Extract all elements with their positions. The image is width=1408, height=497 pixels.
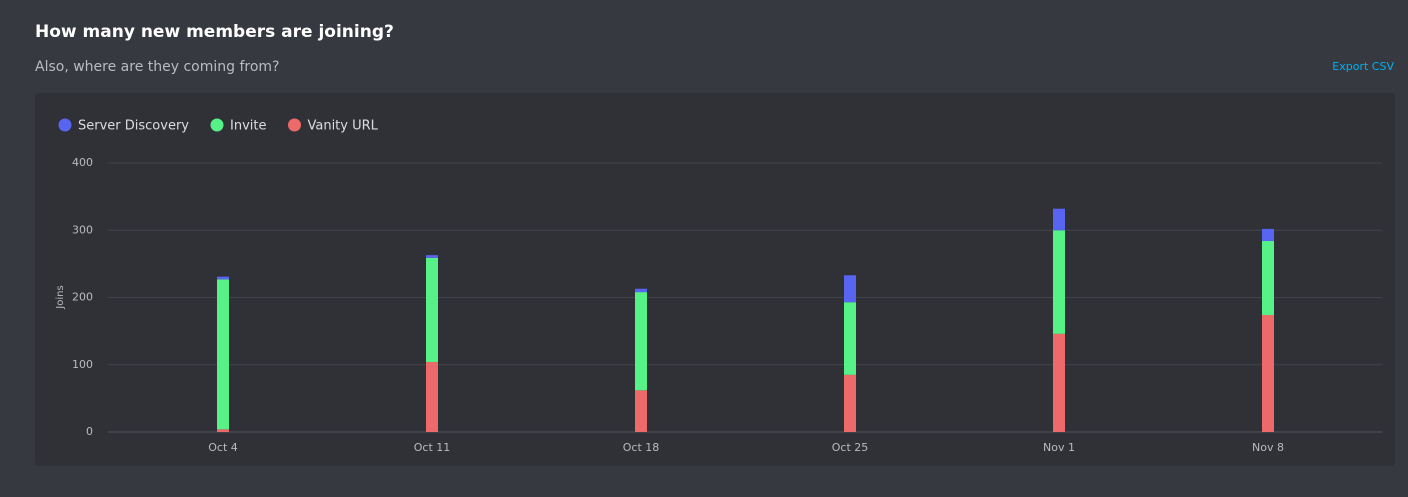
bar-segment [1053,333,1065,432]
bar-segment [635,390,647,432]
export-csv[interactable]: Export CSV [1332,60,1394,73]
bar-segment [217,429,229,432]
y-tick-label: 100 [72,358,93,371]
bar-segment [426,362,438,432]
bar-segment [426,255,438,258]
bar-segment [1262,228,1274,242]
bar-segment [1262,241,1274,315]
title: How many new members are joining? [35,22,394,42]
bar-segment [1053,230,1065,334]
x-tick-label: Oct 11 [414,441,451,454]
bar-segment [426,257,438,363]
bar-segment [1262,314,1274,432]
x-tick-label: Nov 1 [1043,441,1075,454]
x-tick-label: Nov 8 [1252,441,1284,454]
subtitle: Also, where are they coming from? [35,59,280,75]
legend-label: Invite [230,119,266,134]
bar-segment [635,292,647,391]
y-tick-label: 400 [72,156,93,169]
bar-segment [844,374,856,432]
x-tick-label: Oct 25 [832,441,869,454]
y-tick-label: 200 [72,291,93,304]
bar-segment [844,302,856,375]
chart-panel [35,93,1395,466]
legend-dot [287,118,301,132]
legend-dot [58,118,72,132]
bar-segment [1053,208,1065,231]
bar-segment [217,279,229,430]
legend-label: Vanity URL [307,119,378,134]
bar-segment [635,288,647,293]
x-tick-label: Oct 18 [623,441,660,454]
bar-segment [217,276,229,280]
bar-segment [844,275,856,303]
y-axis-label: Joins [55,285,66,309]
legend-label: Server Discovery [78,119,189,134]
legend-dot [210,118,224,132]
x-tick-label: Oct 4 [208,441,238,454]
y-tick-label: 0 [86,425,93,438]
y-tick-label: 300 [72,223,93,236]
